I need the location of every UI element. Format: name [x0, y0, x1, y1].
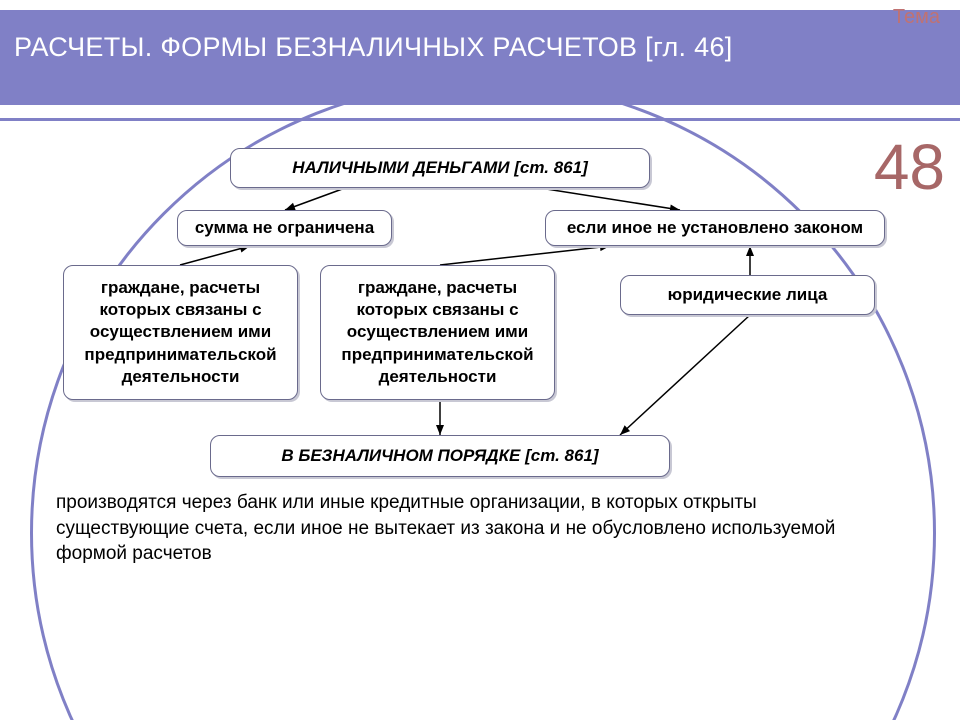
page-title: РАСЧЕТЫ. ФОРМЫ БЕЗНАЛИЧНЫХ РАСЧЕТОВ [гл.…	[0, 10, 960, 63]
slide-stage: РАСЧЕТЫ. ФОРМЫ БЕЗНАЛИЧНЫХ РАСЧЕТОВ [гл.…	[0, 0, 960, 720]
node-cash-title: НАЛИЧНЫМИ ДЕНЬГАМИ [ст. 861]	[230, 148, 650, 188]
node-unless-law: если иное не установлено законом	[545, 210, 885, 246]
node-citizens-2: граждане, расчеты которых связаны с осущ…	[320, 265, 555, 400]
node-citizens-1: граждане, расчеты которых связаны с осущ…	[63, 265, 298, 400]
topic-label: Тема	[893, 6, 940, 29]
header-underline	[0, 118, 960, 121]
node-legal-entities: юридические лица	[620, 275, 875, 315]
node-noncash-title: В БЕЗНАЛИЧНОМ ПОРЯДКЕ [ст. 861]	[210, 435, 670, 477]
header-band: РАСЧЕТЫ. ФОРМЫ БЕЗНАЛИЧНЫХ РАСЧЕТОВ [гл.…	[0, 10, 960, 105]
node-sum-unlimited: сумма не ограничена	[177, 210, 392, 246]
footer-paragraph: производятся через банк или иные кредитн…	[56, 490, 886, 567]
page-number: 48	[874, 130, 945, 204]
